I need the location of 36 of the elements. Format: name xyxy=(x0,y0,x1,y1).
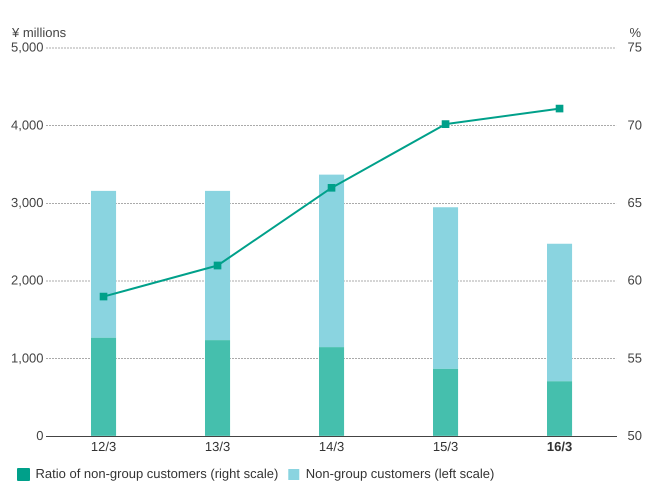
x-tick-label: 16/3 xyxy=(546,438,572,454)
point xyxy=(328,184,336,192)
bar xyxy=(547,381,572,436)
y-tick-label: 1,000 xyxy=(10,350,44,366)
x-tick-label: 12/3 xyxy=(90,438,116,454)
x-tick-label: 15/3 xyxy=(432,438,458,454)
y2-axis-title: % xyxy=(629,25,642,40)
y2-tick-label: 70 xyxy=(628,117,642,132)
point xyxy=(100,292,108,300)
point xyxy=(442,120,450,128)
bar xyxy=(90,338,116,436)
point xyxy=(214,262,222,270)
y-tick-label: 2,000 xyxy=(10,272,44,288)
y-tick-label: 3,000 xyxy=(10,194,44,210)
y-axis-title: ¥ millions xyxy=(11,25,67,40)
point xyxy=(556,104,564,112)
y2-tick-label: 65 xyxy=(628,194,642,210)
bar xyxy=(204,340,230,436)
bar xyxy=(318,347,344,436)
bar xyxy=(204,190,230,340)
legend-label: Ratio of non-group customers (right scale) xyxy=(36,466,278,482)
bar xyxy=(433,207,458,369)
y2-tick-label: 75 xyxy=(628,40,642,55)
bar xyxy=(547,244,572,382)
y2-tick-label: 60 xyxy=(628,272,642,288)
y2-tick-label: 55 xyxy=(628,350,642,366)
y-tick-label: 5,000 xyxy=(10,40,44,55)
legend-label: Non-group customers (left scale) xyxy=(306,466,494,482)
y-tick-label: 4,000 xyxy=(10,117,44,132)
x-tick-label: 14/3 xyxy=(318,438,344,454)
bar xyxy=(433,368,458,436)
y2-tick-label: 50 xyxy=(628,428,642,443)
x-tick-label: 13/3 xyxy=(204,438,230,454)
bar xyxy=(90,190,116,338)
bar xyxy=(318,174,344,348)
y-tick-label: 0 xyxy=(36,428,44,443)
